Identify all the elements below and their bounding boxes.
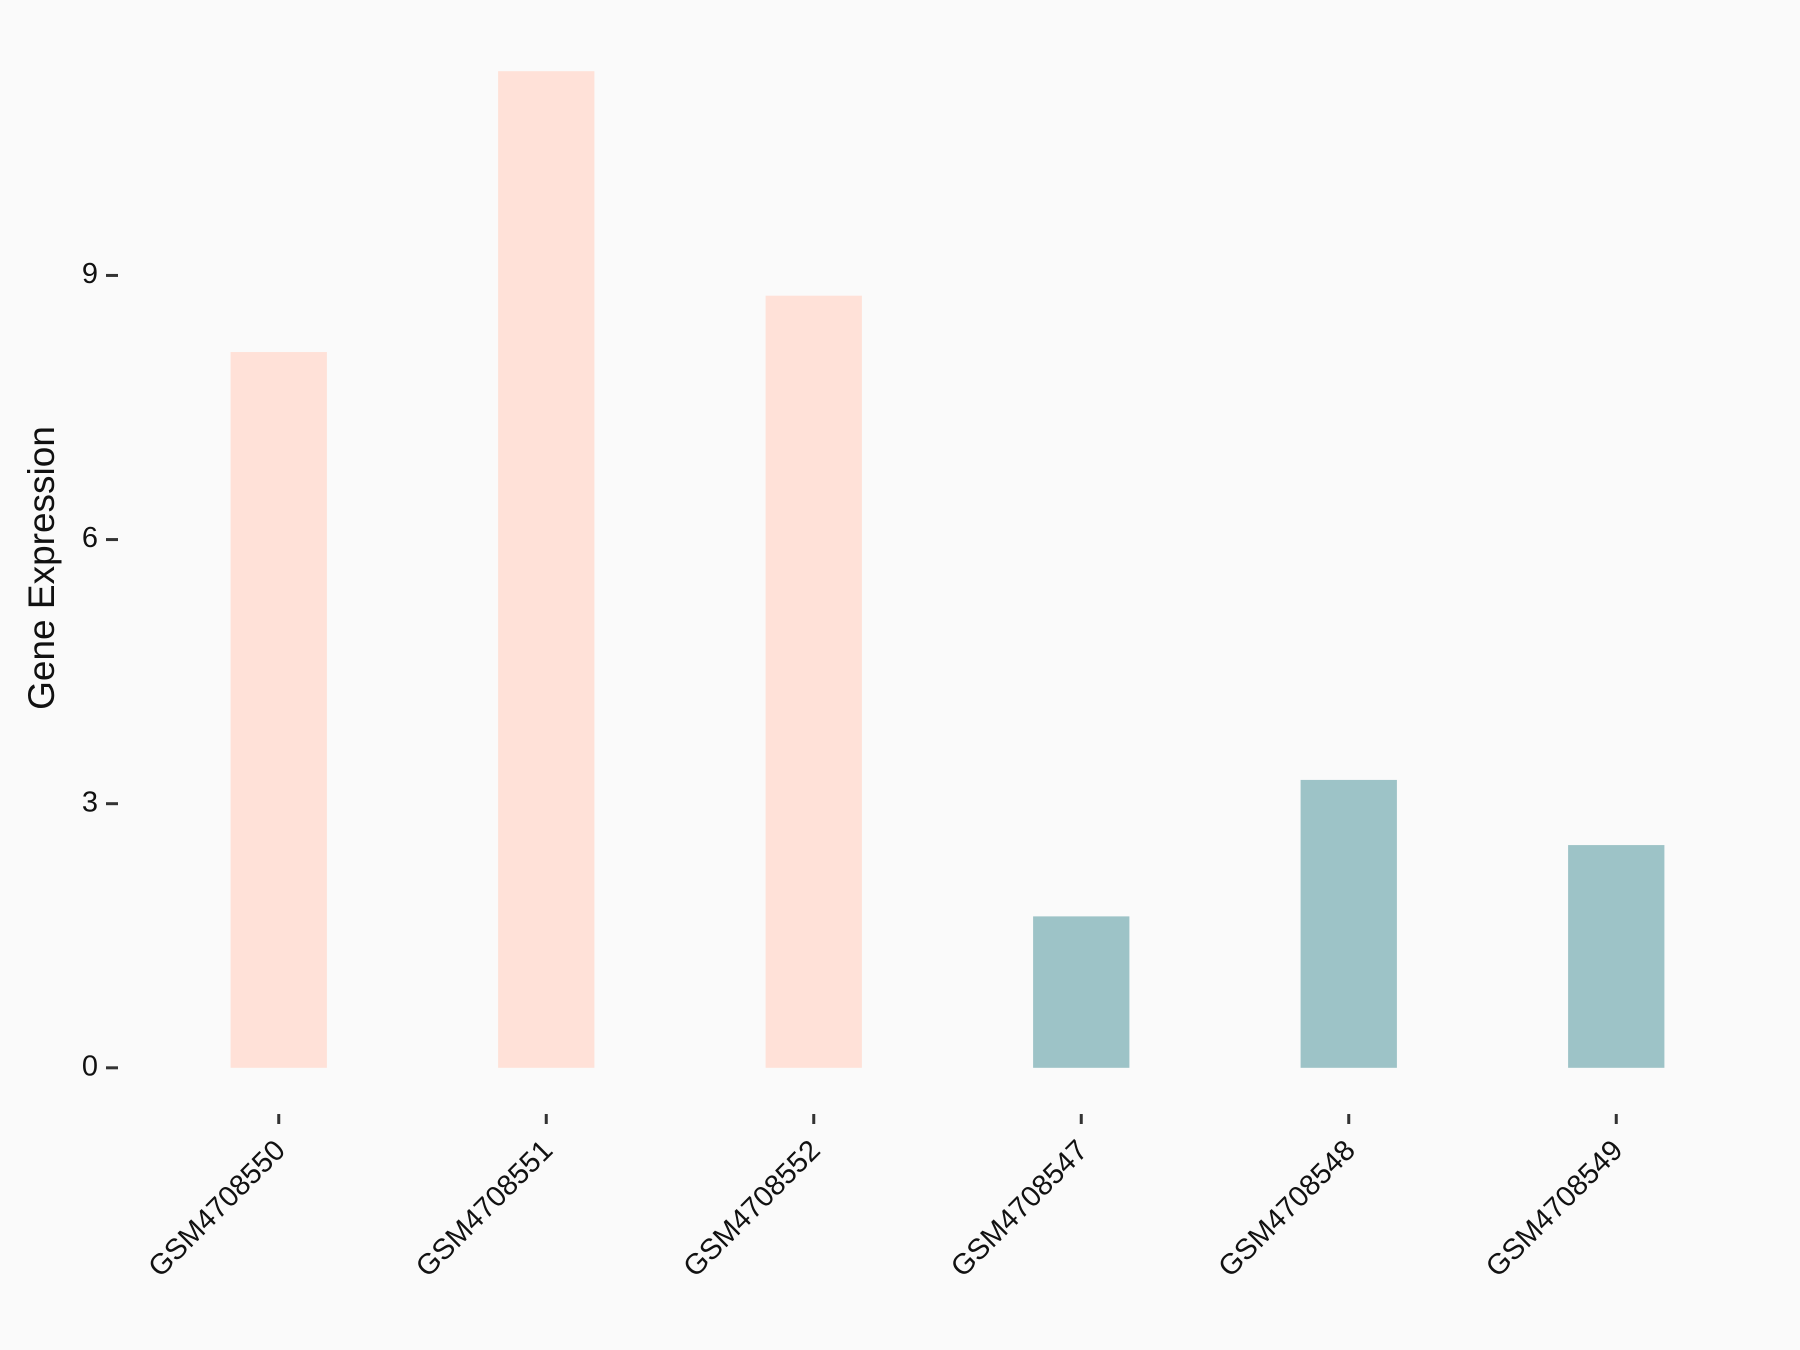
y-axis-title: Gene Expression xyxy=(21,426,62,710)
y-tick-label: 0 xyxy=(82,1050,98,1082)
y-tick-label: 6 xyxy=(82,522,98,554)
bar xyxy=(765,295,862,1068)
bar xyxy=(498,71,595,1068)
bar xyxy=(1300,779,1397,1068)
y-tick-label: 9 xyxy=(82,258,98,290)
bar xyxy=(230,352,327,1068)
bar xyxy=(1033,916,1130,1068)
bar xyxy=(1568,845,1665,1068)
y-tick-label: 3 xyxy=(82,786,98,818)
